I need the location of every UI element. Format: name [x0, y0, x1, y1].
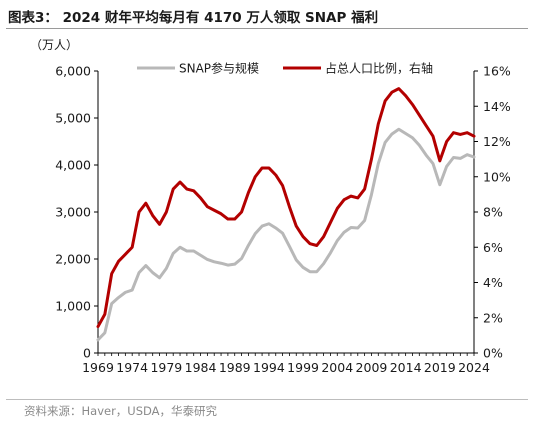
right-tick-label: 0%	[483, 346, 503, 361]
source-note: 资料来源：Haver，USDA，华泰研究	[24, 404, 218, 418]
chart-title: 图表3： 2024 财年平均每月有 4170 万人领取 SNAP 福利	[8, 10, 379, 26]
left-tick-label: 6,000	[55, 64, 91, 79]
right-tick-label: 14%	[483, 99, 511, 114]
right-tick-label: 4%	[483, 275, 503, 290]
x-tick-label: 1994	[253, 360, 285, 375]
left-tick-label: 2,000	[55, 252, 91, 267]
snap-participants-line	[96, 127, 476, 342]
legend: SNAP参与规模 占总人口比例，右轴	[137, 61, 433, 76]
x-tick-label: 2014	[390, 360, 422, 375]
x-tick-label: 2004	[321, 360, 353, 375]
title-divider	[6, 28, 528, 29]
right-tick-label: 8%	[483, 205, 503, 220]
x-tick-label: 1974	[116, 360, 148, 375]
left-tick-label: 0	[83, 346, 91, 361]
x-tick-label: 1979	[150, 360, 182, 375]
x-tick-label: 1984	[185, 360, 217, 375]
legend-label-snap: SNAP参与规模	[179, 61, 259, 76]
axes-layer: 0 1,000 2,000 3,000 4,000 5,000 6,000 0% 2% 4% 6% 8…	[55, 64, 511, 376]
right-tick-label: 10%	[483, 169, 511, 184]
x-tick-label: 2019	[424, 360, 456, 375]
left-tick-label: 5,000	[55, 111, 91, 126]
source-divider	[6, 399, 528, 400]
x-tick-label: 1989	[219, 360, 251, 375]
x-tick-label: 1969	[82, 360, 114, 375]
left-tick-label: 3,000	[55, 205, 91, 220]
left-axis-unit-label: （万人）	[30, 38, 78, 52]
x-tick-label: 2024	[458, 360, 490, 375]
series-layer	[96, 87, 476, 342]
right-tick-label: 6%	[483, 240, 503, 255]
x-tick-label: 1999	[287, 360, 319, 375]
right-tick-label: 2%	[483, 310, 503, 325]
right-tick-label: 12%	[483, 134, 511, 149]
x-tick-label: 2009	[356, 360, 388, 375]
left-tick-label: 4,000	[55, 158, 91, 173]
legend-label-ratio: 占总人口比例，右轴	[325, 61, 433, 76]
right-tick-label: 16%	[483, 64, 511, 79]
left-tick-label: 1,000	[55, 299, 91, 314]
population-share-line	[96, 87, 476, 329]
